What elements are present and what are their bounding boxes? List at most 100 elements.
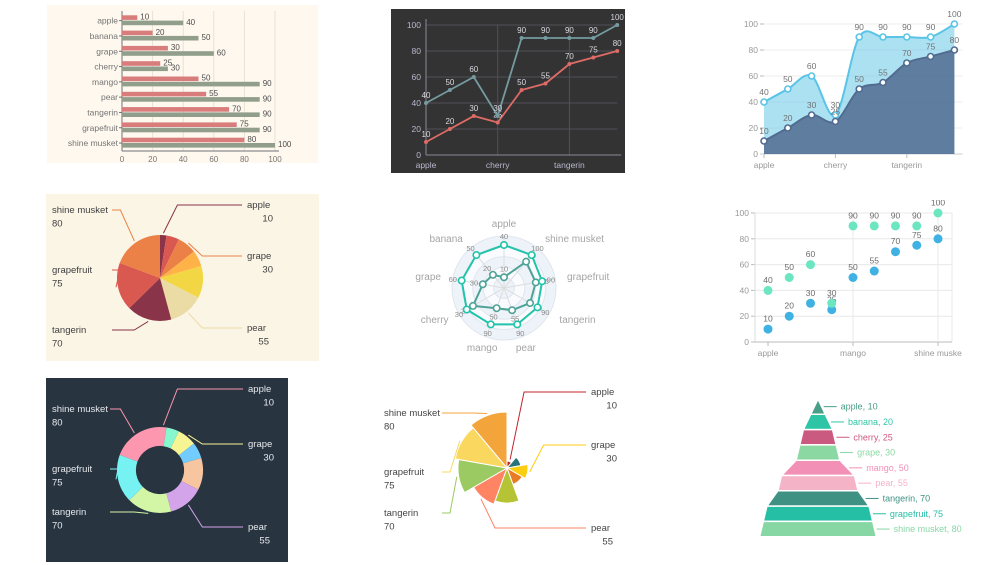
label-leader-line xyxy=(110,511,149,514)
point-value-label: 90 xyxy=(912,210,922,220)
radar-chart-svg: apple banana grape cherry mango pear tangerin g… xyxy=(415,219,609,354)
data-point xyxy=(486,320,495,329)
slice-label-value: 80 xyxy=(52,418,63,429)
point-value-label: 90 xyxy=(891,210,901,220)
point-value-label: 60 xyxy=(806,249,816,259)
horizontal-bar-chart[interactable]: 0 20 40 60 80 100 apple 10 40 banana 20 50 grape 30 60… xyxy=(47,5,318,163)
data-point xyxy=(903,59,911,67)
point-value-label: 55 xyxy=(870,256,880,266)
x-tick-label: 20 xyxy=(148,155,157,163)
label-leader-line xyxy=(187,312,242,329)
data-point xyxy=(831,117,840,126)
data-point xyxy=(926,33,935,41)
data-point xyxy=(950,46,959,54)
point-value-label: 90 xyxy=(589,26,598,35)
y-tick-label: 20 xyxy=(412,124,422,134)
pyramid-chart[interactable]: apple, 10 banana, 20 cherry, 25 grape, 30 ma… xyxy=(738,386,1005,562)
category-label: pear xyxy=(101,92,118,102)
slice-label-value: 10 xyxy=(606,401,617,412)
label-leader-line xyxy=(188,434,243,445)
point-value-label: 30 xyxy=(827,288,837,298)
bar-mango xyxy=(122,76,199,82)
slice-label-value: 70 xyxy=(384,522,395,533)
bar-grape xyxy=(122,45,168,51)
data-point xyxy=(519,88,524,92)
point-value-label: 90 xyxy=(547,276,555,285)
radar-chart[interactable]: apple banana grape cherry mango pear tangerin g… xyxy=(400,200,620,362)
data-point xyxy=(543,36,548,40)
bar-value-label: 30 xyxy=(171,43,180,52)
slice-mango xyxy=(181,457,203,490)
funnel-band-shine musket xyxy=(758,520,878,538)
point-value-label: 60 xyxy=(469,65,478,74)
point-value-label: 10 xyxy=(500,264,508,273)
y-tick-label: 80 xyxy=(412,46,422,56)
data-point xyxy=(855,33,863,41)
slice-label-value: 75 xyxy=(52,279,63,290)
slice-label-name: pear xyxy=(248,522,267,533)
slice-shine musket xyxy=(119,427,160,462)
point-value-label: 100 xyxy=(611,13,625,22)
label-leader-line xyxy=(112,209,135,242)
slice-label-value: 10 xyxy=(262,214,273,225)
data-point xyxy=(591,36,596,40)
y-tick-label: 100 xyxy=(744,19,758,29)
rose-chart[interactable]: apple 10 grape 30 pear 55 tangerin 70 grapefruit… xyxy=(378,382,628,562)
slice-label-name: grape xyxy=(248,439,272,450)
funnel-label: pear, 55 xyxy=(875,478,908,488)
slice-banana xyxy=(163,427,179,449)
label-leader-line xyxy=(187,504,243,528)
data-point xyxy=(478,280,487,289)
slice-grapefruit xyxy=(117,262,160,309)
scatter-point xyxy=(869,221,879,231)
y-tick-label: 20 xyxy=(740,311,750,321)
slice-label-name: shine musket xyxy=(384,408,440,419)
slice-label-name: apple xyxy=(247,200,270,211)
funnel-label: shine musket, 80 xyxy=(894,524,962,534)
point-value-label: 50 xyxy=(854,74,864,84)
point-value-label: 90 xyxy=(565,26,574,35)
point-value-label: 60 xyxy=(449,275,457,284)
point-value-label: 90 xyxy=(516,329,524,338)
slice-label-value: 75 xyxy=(52,478,63,489)
bar-value-label: 90 xyxy=(263,125,272,134)
data-point xyxy=(457,276,466,285)
x-tick-label: tangerin xyxy=(554,160,585,170)
bar-banana xyxy=(122,30,153,36)
point-value-label: 100 xyxy=(931,200,945,208)
data-point xyxy=(471,75,476,79)
point-value-label: 25 xyxy=(831,107,841,117)
scatter-point xyxy=(848,221,858,231)
data-point xyxy=(543,81,548,86)
bar-shine musket xyxy=(122,137,245,143)
slice-label-name: apple xyxy=(248,384,271,395)
point-value-label: 30 xyxy=(493,104,502,113)
point-value-label: 75 xyxy=(589,46,598,55)
rose-chart-svg: apple 10 grape 30 pear 55 tangerin 70 grapefruit… xyxy=(384,387,617,548)
slice-label-name: grapefruit xyxy=(52,265,92,276)
point-value-label: 100 xyxy=(947,9,961,19)
x-tick-label: tangerin xyxy=(891,160,922,170)
donut-chart[interactable]: apple 10 grape 30 pear 55 tangerin 70 grapefruit… xyxy=(46,378,288,562)
bar-value-label: 55 xyxy=(209,89,218,98)
point-value-label: 90 xyxy=(878,22,888,32)
data-point xyxy=(760,137,768,145)
x-tick-label: shine muske xyxy=(914,348,962,358)
slice-label-name: pear xyxy=(247,323,266,334)
y-tick-label: 0 xyxy=(416,150,421,160)
data-point xyxy=(760,98,768,106)
data-point xyxy=(527,251,536,260)
point-value-label: 55 xyxy=(511,315,519,324)
line-chart-dark[interactable]: 020406080100applecherrytangerin102030255… xyxy=(391,9,625,173)
data-point xyxy=(531,278,540,287)
bar-mango xyxy=(122,81,260,87)
area-chart[interactable]: 0 20 40 60 80 100 apple cherry tangerin 40 50 60 30 9… xyxy=(737,8,1005,176)
bar-tangerin xyxy=(122,107,230,112)
y-tick-label: 0 xyxy=(744,337,749,347)
data-point xyxy=(508,306,517,315)
pie-chart[interactable]: apple 10 grape 30 pear 55 tangerin 70 grapefruit… xyxy=(46,194,319,361)
slice-tangerin xyxy=(129,278,172,321)
bar-value-label: 30 xyxy=(171,64,180,73)
